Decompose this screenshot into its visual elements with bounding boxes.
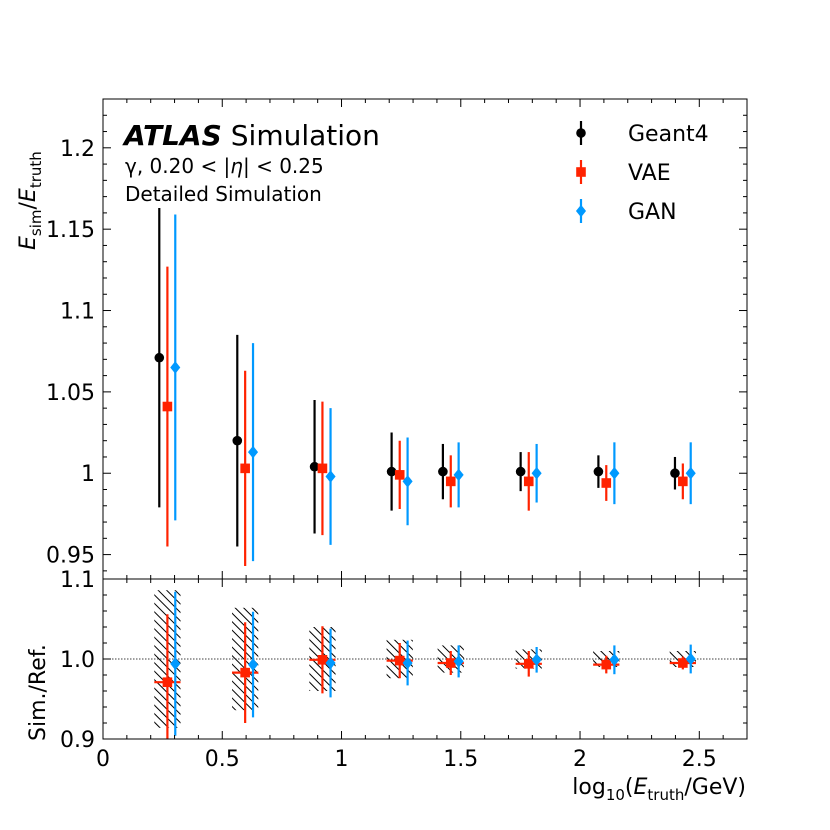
- geant4-point: [515, 466, 526, 477]
- vae-ratio-point: [445, 658, 456, 668]
- geant4-point: [154, 352, 165, 363]
- atlas-label: ATLAS Simulation: [122, 119, 380, 152]
- vae-point: [394, 470, 405, 480]
- gan-point: [531, 466, 542, 480]
- simulation-type-label: Detailed Simulation: [125, 182, 322, 206]
- gan-ratio-point: [531, 653, 542, 667]
- vae-point: [317, 463, 328, 474]
- legend: Geant4 VAE GAN: [575, 121, 709, 225]
- gan-point: [609, 466, 620, 480]
- vae-ratio-point: [601, 659, 612, 670]
- legend-gan-label: GAN: [628, 200, 677, 225]
- gan-ratio-point: [402, 656, 413, 670]
- axis-ticks: 0 0.5 1 1.5 2 2.5 0.95 1 1.05 1.1 1.15 1.2 0.9 1.0 1.1: [46, 98, 748, 772]
- vae-ratio-point: [240, 667, 250, 678]
- legend-vae-marker: [576, 167, 586, 177]
- gan-point: [685, 466, 696, 480]
- geant4-point: [309, 461, 320, 472]
- ratio-y-axis-label: Sim./Ref.: [26, 644, 51, 741]
- legend-geant4-label: Geant4: [628, 122, 709, 147]
- geant4-point: [593, 466, 604, 477]
- top-panel-content: [154, 208, 696, 566]
- x-tick-label: 2: [573, 747, 587, 772]
- top-y-tick-label: 0.95: [46, 544, 95, 569]
- vae-ratio-point: [394, 655, 405, 666]
- vae-point: [162, 401, 173, 412]
- gan-point: [247, 445, 259, 459]
- ratio-y-tick-label: 0.9: [60, 728, 95, 753]
- vae-point: [523, 476, 534, 487]
- ratio-panel-content: [103, 590, 747, 739]
- vae-ratio-point: [162, 677, 173, 687]
- gan-ratio-point: [325, 656, 336, 670]
- vae-point: [678, 476, 688, 487]
- vae-point: [601, 478, 612, 488]
- vae-ratio-point: [317, 655, 328, 665]
- legend-gan-marker: [575, 204, 587, 218]
- vae-point: [445, 476, 456, 487]
- gan-ratio-point: [685, 652, 696, 666]
- gan-ratio-point: [609, 653, 620, 667]
- top-y-tick-label: 1.2: [60, 137, 95, 162]
- gan-ratio-point: [247, 658, 259, 671]
- gan-point: [402, 475, 413, 488]
- geant4-point: [232, 435, 243, 446]
- x-tick-label: 1: [335, 747, 349, 772]
- vae-ratio-point: [678, 658, 688, 668]
- top-y-tick-label: 1.15: [46, 218, 95, 243]
- ratio-y-tick-label: 1.0: [60, 648, 95, 673]
- gan-ratio-point: [453, 655, 464, 668]
- gan-point: [453, 468, 464, 482]
- x-tick-label: 0: [96, 747, 110, 772]
- ratio-y-tick-label: 1.1: [60, 568, 95, 593]
- selection-label: γ, 0.20 < |η| < 0.25: [125, 154, 324, 178]
- gan-point: [170, 361, 181, 374]
- legend-vae-label: VAE: [628, 161, 671, 186]
- vae-ratio-point: [523, 659, 534, 669]
- top-y-tick-label: 1.1: [60, 300, 95, 325]
- top-y-axis-label: Esim/Etruth: [16, 151, 45, 250]
- gan-ratio-point: [170, 657, 181, 671]
- vae-point: [240, 463, 250, 474]
- top-y-tick-label: 1: [81, 462, 95, 487]
- geant4-point: [670, 468, 680, 479]
- geant4-point: [386, 466, 397, 477]
- gan-point: [325, 470, 336, 483]
- x-tick-label: 1.5: [443, 747, 478, 772]
- top-y-tick-label: 1.05: [46, 381, 95, 406]
- x-tick-label: 0.5: [205, 747, 240, 772]
- x-axis-label: log10(Etruth/GeV): [572, 775, 746, 804]
- x-tick-label: 2.5: [682, 747, 717, 772]
- geant4-point: [438, 466, 448, 477]
- legend-geant4-marker: [576, 128, 586, 138]
